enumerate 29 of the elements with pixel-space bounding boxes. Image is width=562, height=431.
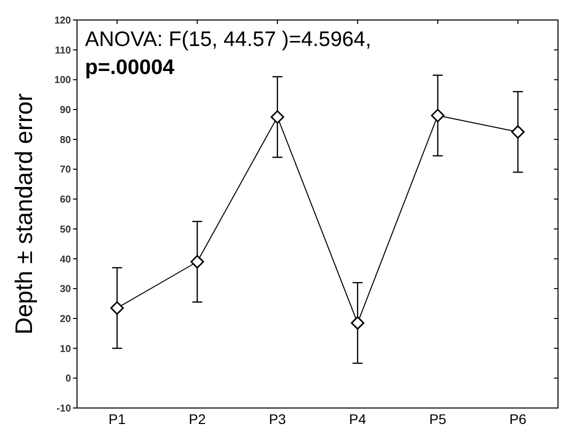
point [511,125,525,139]
y-tick-label: 90 [60,105,72,116]
point [110,301,124,315]
annotation: ANOVA: F(15, 44.57 )=4.5964, [85,28,372,51]
y-tick-label: 10 [60,344,72,355]
x-tick-label: P6 [509,411,527,427]
y-tick-label: 30 [60,284,72,296]
y-tick-label: 70 [60,164,72,176]
x-tick-label: P2 [188,411,206,427]
y-tick-label: 120 [54,16,72,26]
point [350,316,364,330]
annotation: p=.00004 [85,56,175,79]
point [190,255,204,269]
y-tick-label: 60 [60,194,72,206]
y-tick-label: 50 [60,224,72,236]
x-tick-label: P5 [429,411,447,427]
x-tick-label: P4 [349,411,366,427]
x-tick-label: P1 [108,411,126,427]
y-tick-label: 20 [60,314,72,325]
y-axis-title: Depth ± standard error [11,93,38,335]
x-tick-label: P3 [268,411,286,427]
y-tick-label: 110 [54,45,72,56]
y-tick-label: 0 [65,374,72,385]
y-tick-label: -10 [56,404,72,414]
y-tick-label: 100 [54,75,72,86]
point [270,110,284,124]
y-tick-label: 40 [60,254,72,266]
y-tick-label: 80 [60,134,72,146]
point [431,108,444,122]
